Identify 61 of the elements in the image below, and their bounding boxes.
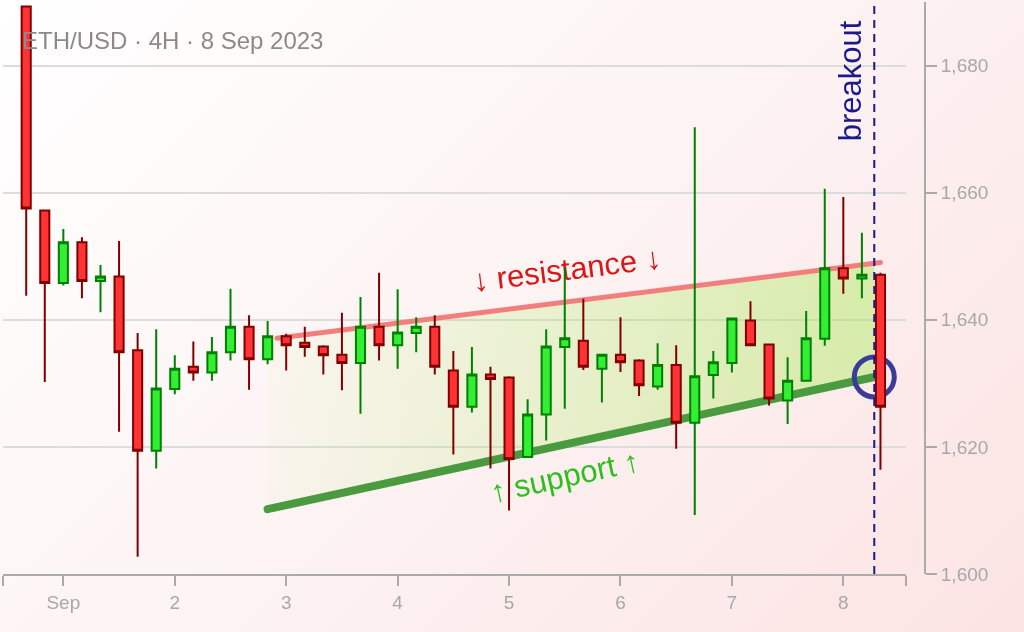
annotation: ↑ support ↑ xyxy=(487,443,643,510)
candlestick xyxy=(596,353,608,404)
candlestick xyxy=(76,236,88,300)
candlestick xyxy=(169,354,181,396)
candlestick xyxy=(652,342,664,391)
candlestick xyxy=(336,311,348,392)
candlestick xyxy=(410,316,422,354)
candlestick xyxy=(132,332,144,558)
candlestick xyxy=(187,340,199,382)
x-tick-label: 7 xyxy=(726,591,738,613)
x-tick-label: 6 xyxy=(615,591,626,613)
candlestick xyxy=(633,358,645,398)
candlestick xyxy=(317,344,329,376)
candlestick xyxy=(614,316,627,373)
candlestick xyxy=(224,287,237,362)
candlestick xyxy=(689,126,701,516)
x-tick-label: 2 xyxy=(169,591,181,613)
y-tick-label: 1,600 xyxy=(940,563,989,585)
x-tick-label: Sep xyxy=(46,591,81,613)
candlestick xyxy=(392,288,404,370)
candlestick xyxy=(522,398,534,459)
candlestick xyxy=(819,187,831,347)
candlestick xyxy=(243,314,255,391)
candlestick xyxy=(447,349,459,456)
candlestick xyxy=(354,295,367,415)
candlestick xyxy=(856,231,868,300)
candlestick xyxy=(262,320,274,366)
candlestick xyxy=(800,309,812,383)
annotation: ↓ resistance ↓ xyxy=(470,240,663,299)
y-tick-label: 1,620 xyxy=(940,436,989,458)
x-tick-label: 8 xyxy=(838,591,849,613)
candlestick xyxy=(94,264,107,314)
candlestick xyxy=(150,328,162,470)
candlestick xyxy=(577,297,589,371)
candlestick xyxy=(540,328,552,442)
candlestick xyxy=(837,196,849,295)
candlestick xyxy=(206,335,218,382)
candlestick xyxy=(726,317,738,374)
candlestick xyxy=(113,239,125,433)
y-tick-label: 1,680 xyxy=(940,55,989,77)
y-tick-label: 1,640 xyxy=(940,309,989,331)
candlestick xyxy=(484,365,497,470)
x-tick-label: 5 xyxy=(503,591,515,613)
candlestick xyxy=(280,332,292,372)
candlestick xyxy=(763,343,775,407)
candlestick xyxy=(782,356,794,426)
y-tick-label: 1,660 xyxy=(940,182,989,204)
candlestick xyxy=(874,271,887,471)
candlestick xyxy=(373,271,385,362)
candlestick xyxy=(503,375,515,512)
candlestick xyxy=(466,346,478,414)
candlestick xyxy=(744,300,757,347)
x-tick-label: 3 xyxy=(280,591,292,613)
candlestick xyxy=(670,344,682,450)
ref-line-label: breakout xyxy=(833,20,869,142)
candlestick xyxy=(707,349,719,400)
candlestick xyxy=(299,325,311,358)
candlestick xyxy=(429,314,441,376)
x-tick-label: 4 xyxy=(392,591,404,613)
candlestick xyxy=(39,209,51,384)
candlestick xyxy=(57,227,69,287)
